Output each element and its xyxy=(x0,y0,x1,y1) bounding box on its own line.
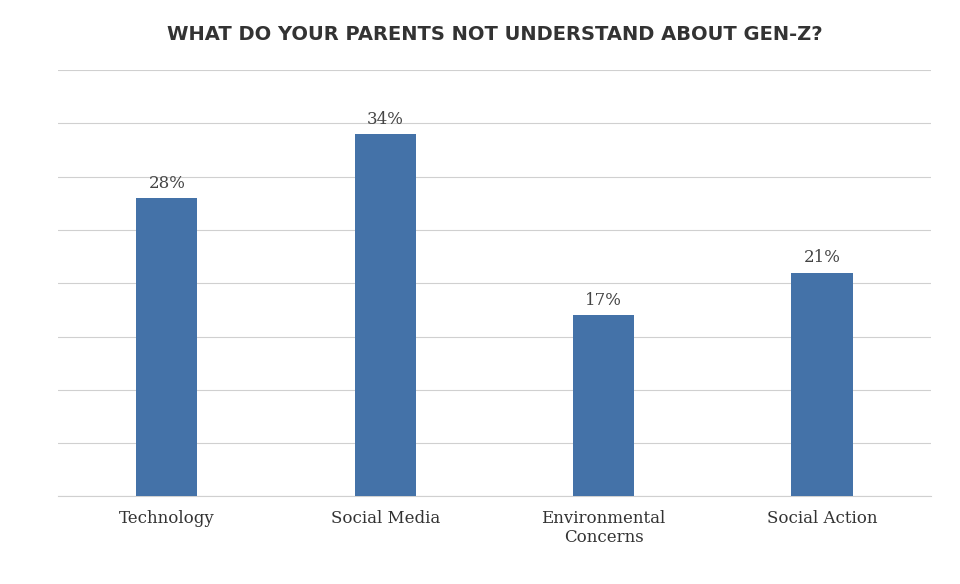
Title: WHAT DO YOUR PARENTS NOT UNDERSTAND ABOUT GEN-Z?: WHAT DO YOUR PARENTS NOT UNDERSTAND ABOU… xyxy=(167,25,822,44)
Text: 28%: 28% xyxy=(149,175,185,192)
Bar xyxy=(354,134,416,496)
Bar xyxy=(791,273,852,496)
Bar xyxy=(573,315,635,496)
Text: 34%: 34% xyxy=(367,110,403,128)
Text: 21%: 21% xyxy=(804,249,840,266)
Bar xyxy=(136,198,198,496)
Text: 17%: 17% xyxy=(586,292,622,309)
